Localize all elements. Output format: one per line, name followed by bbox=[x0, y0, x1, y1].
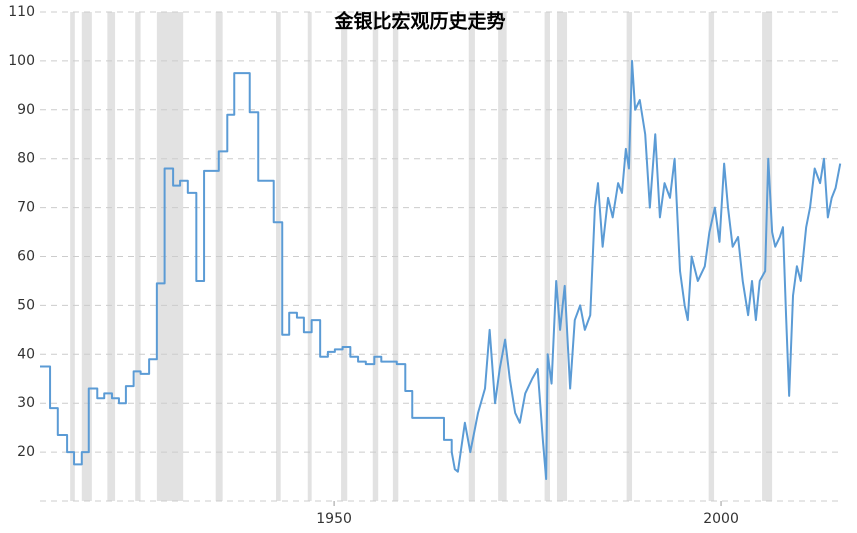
recession-band bbox=[276, 12, 281, 501]
x-tick-label: 2000 bbox=[703, 511, 739, 527]
recession-band bbox=[156, 12, 184, 501]
y-tick-label: 40 bbox=[17, 346, 35, 362]
y-tick-label: 50 bbox=[17, 297, 35, 313]
x-tick-label: 1950 bbox=[316, 511, 352, 527]
recession-band bbox=[70, 12, 75, 501]
y-tick-label: 20 bbox=[17, 444, 35, 460]
chart-title: 金银比宏观历史走势 bbox=[333, 10, 505, 33]
y-tick-label: 60 bbox=[17, 249, 35, 265]
y-tick-label: 90 bbox=[17, 102, 35, 118]
recession-band bbox=[135, 12, 141, 501]
recession-band bbox=[341, 12, 348, 501]
y-tick-label: 80 bbox=[17, 151, 35, 167]
y-tick-label: 100 bbox=[8, 53, 35, 69]
y-tick-label: 30 bbox=[17, 395, 35, 411]
data-line bbox=[40, 59, 842, 480]
recession-band bbox=[626, 12, 633, 501]
y-tick-label: 110 bbox=[8, 4, 35, 20]
y-tick-label: 70 bbox=[17, 200, 35, 216]
